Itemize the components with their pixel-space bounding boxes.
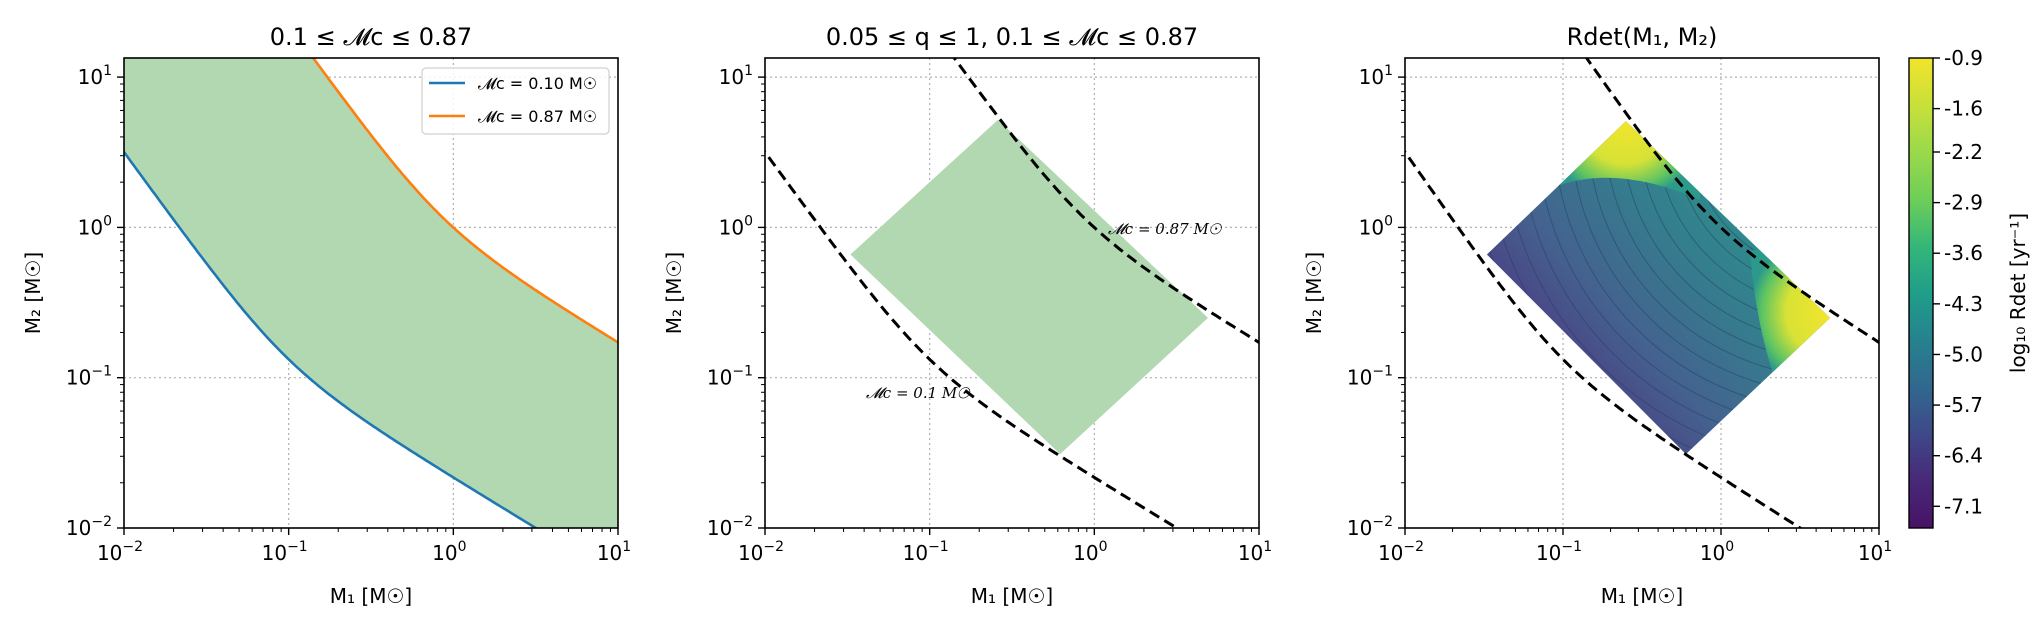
svg-text:-6.4: -6.4	[1944, 444, 1983, 468]
svg-text:10−1: 10−1	[903, 539, 949, 565]
panel-2-axes-frame	[764, 57, 1260, 529]
panel-2-title: 0.05 ≤ q ≤ 1, 0.1 ≤ 𝓜c ≤ 0.87	[826, 23, 1198, 51]
curve-mc-0-87	[311, 58, 618, 344]
svg-text:10−2: 10−2	[1378, 539, 1424, 565]
high-rate-lobe-right	[1750, 250, 1831, 380]
svg-text:100: 100	[432, 539, 466, 565]
svg-text:101: 101	[1238, 539, 1272, 565]
svg-text:101: 101	[1858, 539, 1892, 565]
svg-text:10−2: 10−2	[738, 539, 784, 565]
svg-text:101: 101	[1359, 63, 1393, 89]
svg-text:10−1: 10−1	[707, 364, 753, 390]
legend-label-1: 𝓜c = 0.87 M☉	[478, 107, 597, 126]
panel-3-xlabel: M₁ [M☉]	[1601, 584, 1683, 608]
svg-text:10−1: 10−1	[1536, 539, 1582, 565]
panel-1-xlabel: M₁ [M☉]	[330, 584, 412, 608]
annotation-mc-0-87: 𝓜c = 0.87 M☉	[1108, 220, 1223, 238]
svg-text:10−2: 10−2	[707, 514, 753, 540]
legend-label-0: 𝓜c = 0.10 M☉	[478, 74, 597, 93]
panel-3-ylabel: M₂ [M☉]	[1302, 252, 1326, 334]
svg-text:10−1: 10−1	[262, 539, 308, 565]
svg-text:100: 100	[1359, 213, 1393, 239]
panel-2-allowed-region	[850, 119, 1208, 455]
svg-text:-3.6: -3.6	[1944, 241, 1983, 265]
panel-3-title: Rdet(M₁, M₂)	[1567, 23, 1718, 51]
svg-text:101: 101	[719, 63, 753, 89]
panel-1-fill-region	[124, 58, 618, 528]
svg-text:10−2: 10−2	[66, 514, 112, 540]
panel-1: 0.1 ≤ 𝓜c ≤ 0.87 10−210−210−110−110010010…	[21, 23, 631, 608]
colorbar-gradient	[1908, 57, 1934, 529]
legend-box	[421, 67, 610, 135]
panel-1-ticks: 10−210−2 10−1 10−1 100 100 101 101	[66, 63, 631, 565]
svg-text:100: 100	[1073, 539, 1107, 565]
svg-text:101: 101	[597, 539, 631, 565]
panel-2-ylabel: M₂ [M☉]	[662, 252, 686, 334]
curve-mc-0-10	[124, 150, 539, 528]
panel-1-ylabel: M₂ [M☉]	[21, 252, 45, 334]
svg-text:-0.9: -0.9	[1944, 46, 1983, 70]
dashed-curve-mc-0-1	[1405, 149, 1803, 528]
panel-1-legend: 𝓜c = 0.10 M☉ 𝓜c = 0.87 M☉	[421, 67, 610, 135]
svg-text:100: 100	[1700, 539, 1734, 565]
svg-text:-5.7: -5.7	[1944, 393, 1983, 417]
svg-text:-1.6: -1.6	[1944, 97, 1983, 121]
svg-text:10−2: 10−2	[97, 539, 143, 565]
annotation-mc-0-1: 𝓜c = 0.1 M☉	[866, 384, 971, 402]
svg-text:10−2: 10−2	[1347, 514, 1393, 540]
panel-3-rate-heatmap	[1486, 121, 1831, 455]
colorbar-label: log₁₀ Rdet [yr⁻¹]	[2006, 213, 2030, 373]
svg-text:100: 100	[78, 213, 112, 239]
svg-text:10−1: 10−1	[1347, 364, 1393, 390]
panel-2: 0.05 ≤ q ≤ 1, 0.1 ≤ 𝓜c ≤ 0.87 10−210−210…	[662, 23, 1272, 608]
dashed-curve-mc-0-87	[952, 58, 1259, 345]
panel-2-ticks: 10−210−2 10−1 10−1 100 100 101 101	[707, 63, 1272, 565]
colorbar-ticks: -0.9 -1.6 -2.2 -2.9 -3.6 -4.3 -5.0 -5.7 -6.4 -7.1	[1933, 46, 1983, 518]
colorbar: -0.9 -1.6 -2.2 -2.9 -3.6 -4.3 -5.0 -5.7 -6.4 -7.1…	[1908, 46, 2030, 529]
svg-text:101: 101	[78, 63, 112, 89]
svg-text:-7.1: -7.1	[1944, 494, 1983, 518]
svg-text:100: 100	[719, 213, 753, 239]
dashed-curve-mc-0-1	[765, 149, 1180, 528]
svg-text:10−1: 10−1	[66, 364, 112, 390]
panel-2-xlabel: M₁ [M☉]	[971, 584, 1053, 608]
svg-text:-2.2: -2.2	[1944, 140, 1983, 164]
panel-3-ticks: 10−210−2 10−1 10−1 100 100 101 101	[1347, 63, 1892, 565]
panel-1-title: 0.1 ≤ 𝓜c ≤ 0.87	[270, 23, 472, 51]
svg-text:-4.3: -4.3	[1944, 292, 1983, 316]
svg-text:-5.0: -5.0	[1944, 342, 1983, 366]
panel-3-axes-frame	[1404, 57, 1880, 529]
panel-1-axes-frame	[123, 57, 619, 529]
svg-text:-2.9: -2.9	[1944, 191, 1983, 215]
